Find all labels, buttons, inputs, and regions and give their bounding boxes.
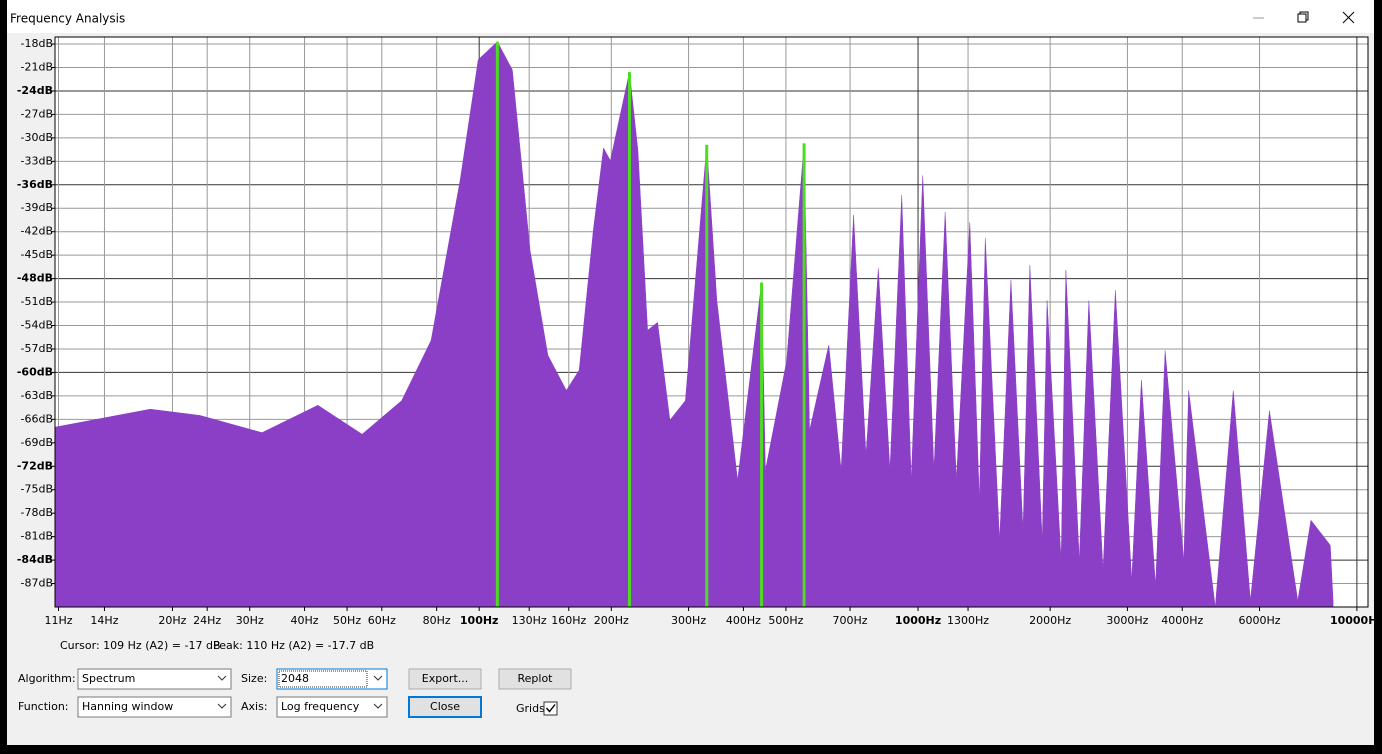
cursor-readout: Cursor: 109 Hz (A2) = -17 dB: [60, 639, 221, 652]
y-tick-label: -54dB: [21, 319, 54, 332]
axis-value: Log frequency: [281, 700, 360, 713]
peak-readout: Peak: 110 Hz (A2) = -17.7 dB: [213, 639, 374, 652]
y-tick-label: -30dB: [21, 131, 54, 144]
y-tick-label: -27dB: [21, 107, 54, 120]
y-tick-label: -18dB: [21, 37, 54, 50]
axis-select[interactable]: Log frequency: [276, 696, 388, 718]
x-tick-label: 80Hz: [423, 614, 451, 627]
function-label: Function:: [18, 700, 69, 713]
x-tick-label: 1000Hz: [895, 614, 941, 627]
x-tick-label: 60Hz: [368, 614, 396, 627]
y-tick-label: -78dB: [21, 506, 54, 519]
y-tick-label: -63dB: [21, 389, 54, 402]
check-mark: [545, 704, 556, 713]
x-tick-label: 400Hz: [726, 614, 761, 627]
restore-button[interactable]: [1297, 11, 1309, 23]
export-button[interactable]: Export...: [408, 668, 482, 690]
x-tick-label: 3000Hz: [1106, 614, 1148, 627]
algorithm-label: Algorithm:: [18, 672, 76, 685]
title-bar: [7, 0, 1374, 33]
close-button[interactable]: [1342, 11, 1355, 24]
x-tick-label: 6000Hz: [1239, 614, 1281, 627]
x-tick-label: 200Hz: [594, 614, 629, 627]
x-tick-label: 4000Hz: [1161, 614, 1203, 627]
x-tick-label: 300Hz: [671, 614, 706, 627]
x-tick-label: 50Hz: [333, 614, 361, 627]
x-tick-label: 700Hz: [833, 614, 868, 627]
y-tick-label: -45dB: [21, 248, 54, 261]
replot-button[interactable]: Replot: [498, 668, 572, 690]
x-tick-label: 24Hz: [193, 614, 221, 627]
y-tick-label: -36dB: [17, 178, 53, 191]
spectrum-area: [55, 41, 1334, 607]
close-dialog-button[interactable]: Close: [408, 696, 482, 718]
x-tick-label: 130Hz: [512, 614, 547, 627]
grids-label: Grids: [516, 702, 545, 715]
window-title: Frequency Analysis: [10, 12, 125, 26]
y-tick-label: -84dB: [17, 553, 53, 566]
y-tick-label: -24dB: [17, 84, 53, 97]
x-tick-label: 14Hz: [90, 614, 118, 627]
replot-label: Replot: [518, 672, 554, 685]
y-tick-label: -72dB: [17, 459, 53, 472]
y-tick-label: -87dB: [21, 577, 54, 590]
axis-label: Axis:: [241, 700, 268, 713]
x-tick-label: 10000Hz: [1330, 614, 1382, 627]
plot: -18dB -21dB -24dB -27dB -30dB -33dB -36dB -39dB…: [17, 36, 1382, 627]
x-tick-label: 160Hz: [551, 614, 586, 627]
algorithm-value: Spectrum: [82, 672, 135, 685]
y-tick-label: -81dB: [21, 530, 54, 543]
y-tick-label: -69dB: [21, 436, 54, 449]
x-tick-label: 100Hz: [460, 614, 499, 627]
grids-checkbox[interactable]: [543, 701, 558, 716]
y-tick-label: -51dB: [21, 295, 54, 308]
x-tick-label: 40Hz: [291, 614, 319, 627]
x-tick-label: 20Hz: [158, 614, 186, 627]
x-tick-label: 30Hz: [236, 614, 264, 627]
y-tick-label: -60dB: [17, 365, 53, 378]
export-label: Export...: [422, 672, 469, 685]
size-label: Size:: [241, 672, 267, 685]
y-tick-label: -42dB: [21, 225, 54, 238]
size-select[interactable]: 2048: [276, 668, 388, 690]
y-tick-label: -21dB: [21, 60, 54, 73]
x-tick-label: 500Hz: [768, 614, 803, 627]
plot-frame: [54, 36, 1369, 608]
function-value: Hanning window: [82, 700, 173, 713]
x-tick-label: 11Hz: [44, 614, 72, 627]
y-tick-label: -57dB: [21, 342, 54, 355]
function-select[interactable]: Hanning window: [77, 696, 232, 718]
y-tick-label: -66dB: [21, 412, 54, 425]
close-label: Close: [430, 700, 460, 713]
y-tick-label: -48dB: [17, 272, 53, 285]
x-tick-label: 2000Hz: [1029, 614, 1071, 627]
y-tick-label: -33dB: [21, 154, 54, 167]
size-value: 2048: [281, 672, 309, 685]
x-tick-label: 1300Hz: [947, 614, 989, 627]
y-tick-label: -75dB: [21, 483, 54, 496]
algorithm-select[interactable]: Spectrum: [77, 668, 232, 690]
y-tick-label: -39dB: [21, 201, 54, 214]
